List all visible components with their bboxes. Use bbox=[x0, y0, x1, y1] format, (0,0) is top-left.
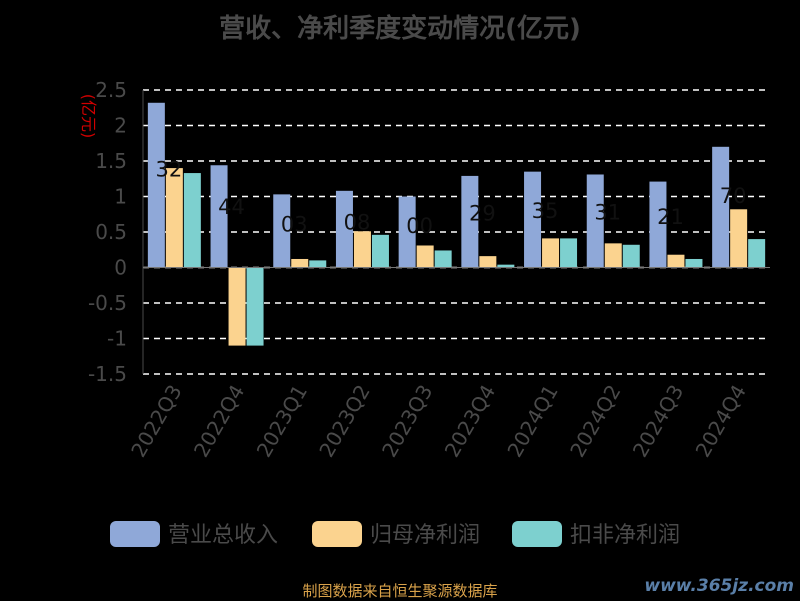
bar bbox=[497, 264, 515, 268]
x-tick-label: 2024Q2 bbox=[565, 381, 625, 462]
bar bbox=[712, 146, 730, 268]
bar bbox=[210, 165, 228, 268]
bar bbox=[524, 171, 542, 268]
bar bbox=[667, 254, 685, 268]
bar bbox=[685, 258, 703, 268]
bar bbox=[398, 196, 416, 268]
data-label: 35 bbox=[532, 199, 559, 223]
bar bbox=[246, 267, 264, 346]
legend-label: 归母净利润 bbox=[370, 523, 480, 548]
bar bbox=[228, 267, 246, 346]
bar bbox=[353, 231, 371, 268]
y-tick-label: -1.5 bbox=[88, 362, 127, 386]
data-label: 00 bbox=[406, 214, 433, 238]
y-tick-label: 0.5 bbox=[95, 220, 127, 244]
x-tick-label: 2024Q4 bbox=[691, 381, 751, 462]
bar bbox=[622, 244, 640, 268]
data-label: 31 bbox=[594, 201, 621, 225]
x-tick-label: 2023Q3 bbox=[377, 381, 437, 462]
bar bbox=[309, 260, 327, 268]
bar bbox=[604, 243, 622, 268]
y-tick-label: -0.5 bbox=[88, 291, 127, 315]
y-axis-label: (亿元) bbox=[79, 94, 98, 139]
legend-label: 营业总收入 bbox=[168, 523, 278, 548]
bar bbox=[291, 258, 309, 268]
y-tick-label: 2.5 bbox=[95, 78, 127, 102]
data-label: 70 bbox=[720, 184, 747, 208]
data-label: 08 bbox=[344, 210, 371, 234]
bar bbox=[273, 194, 291, 268]
y-tick-label: 1 bbox=[114, 185, 127, 209]
data-label: 21 bbox=[657, 205, 684, 229]
source-note: 制图数据来自恒生聚源数据库 bbox=[302, 582, 498, 600]
legend-swatch bbox=[512, 521, 562, 547]
y-tick-label: -1 bbox=[107, 327, 127, 351]
x-tick-label: 2022Q3 bbox=[126, 381, 186, 462]
bar bbox=[479, 256, 497, 268]
bar bbox=[586, 174, 604, 268]
x-tick-label: 2023Q1 bbox=[252, 381, 312, 462]
bar bbox=[542, 238, 560, 268]
bar bbox=[730, 209, 748, 268]
bar bbox=[147, 102, 165, 268]
legend-label: 扣非净利润 bbox=[570, 523, 680, 548]
data-label: 03 bbox=[281, 213, 308, 237]
data-label: 44 bbox=[218, 195, 245, 219]
bar bbox=[183, 173, 201, 268]
chart-title: 营收、净利季度变动情况(亿元) bbox=[219, 14, 581, 44]
x-tick-label: 2023Q2 bbox=[314, 381, 374, 462]
bar bbox=[649, 181, 667, 268]
y-tick-label: 1.5 bbox=[95, 149, 127, 173]
bar bbox=[434, 250, 452, 268]
bar bbox=[748, 239, 766, 268]
x-tick-label: 2024Q3 bbox=[628, 381, 688, 462]
bar bbox=[461, 175, 479, 268]
legend-swatch bbox=[110, 521, 160, 547]
data-label: 29 bbox=[469, 202, 496, 226]
bar bbox=[416, 245, 434, 268]
x-tick-label: 2024Q1 bbox=[502, 381, 562, 462]
legend-swatch bbox=[312, 521, 362, 547]
bar bbox=[560, 238, 578, 268]
bar bbox=[371, 234, 389, 268]
bar bbox=[335, 190, 353, 268]
data-label: 32 bbox=[155, 158, 182, 182]
x-tick-label: 2022Q4 bbox=[189, 381, 249, 462]
y-tick-label: 0 bbox=[114, 256, 127, 280]
x-tick-label: 2023Q4 bbox=[440, 381, 500, 462]
watermark: www.365jz.com bbox=[644, 576, 794, 596]
y-tick-label: 2 bbox=[114, 114, 127, 138]
bar bbox=[165, 168, 183, 268]
